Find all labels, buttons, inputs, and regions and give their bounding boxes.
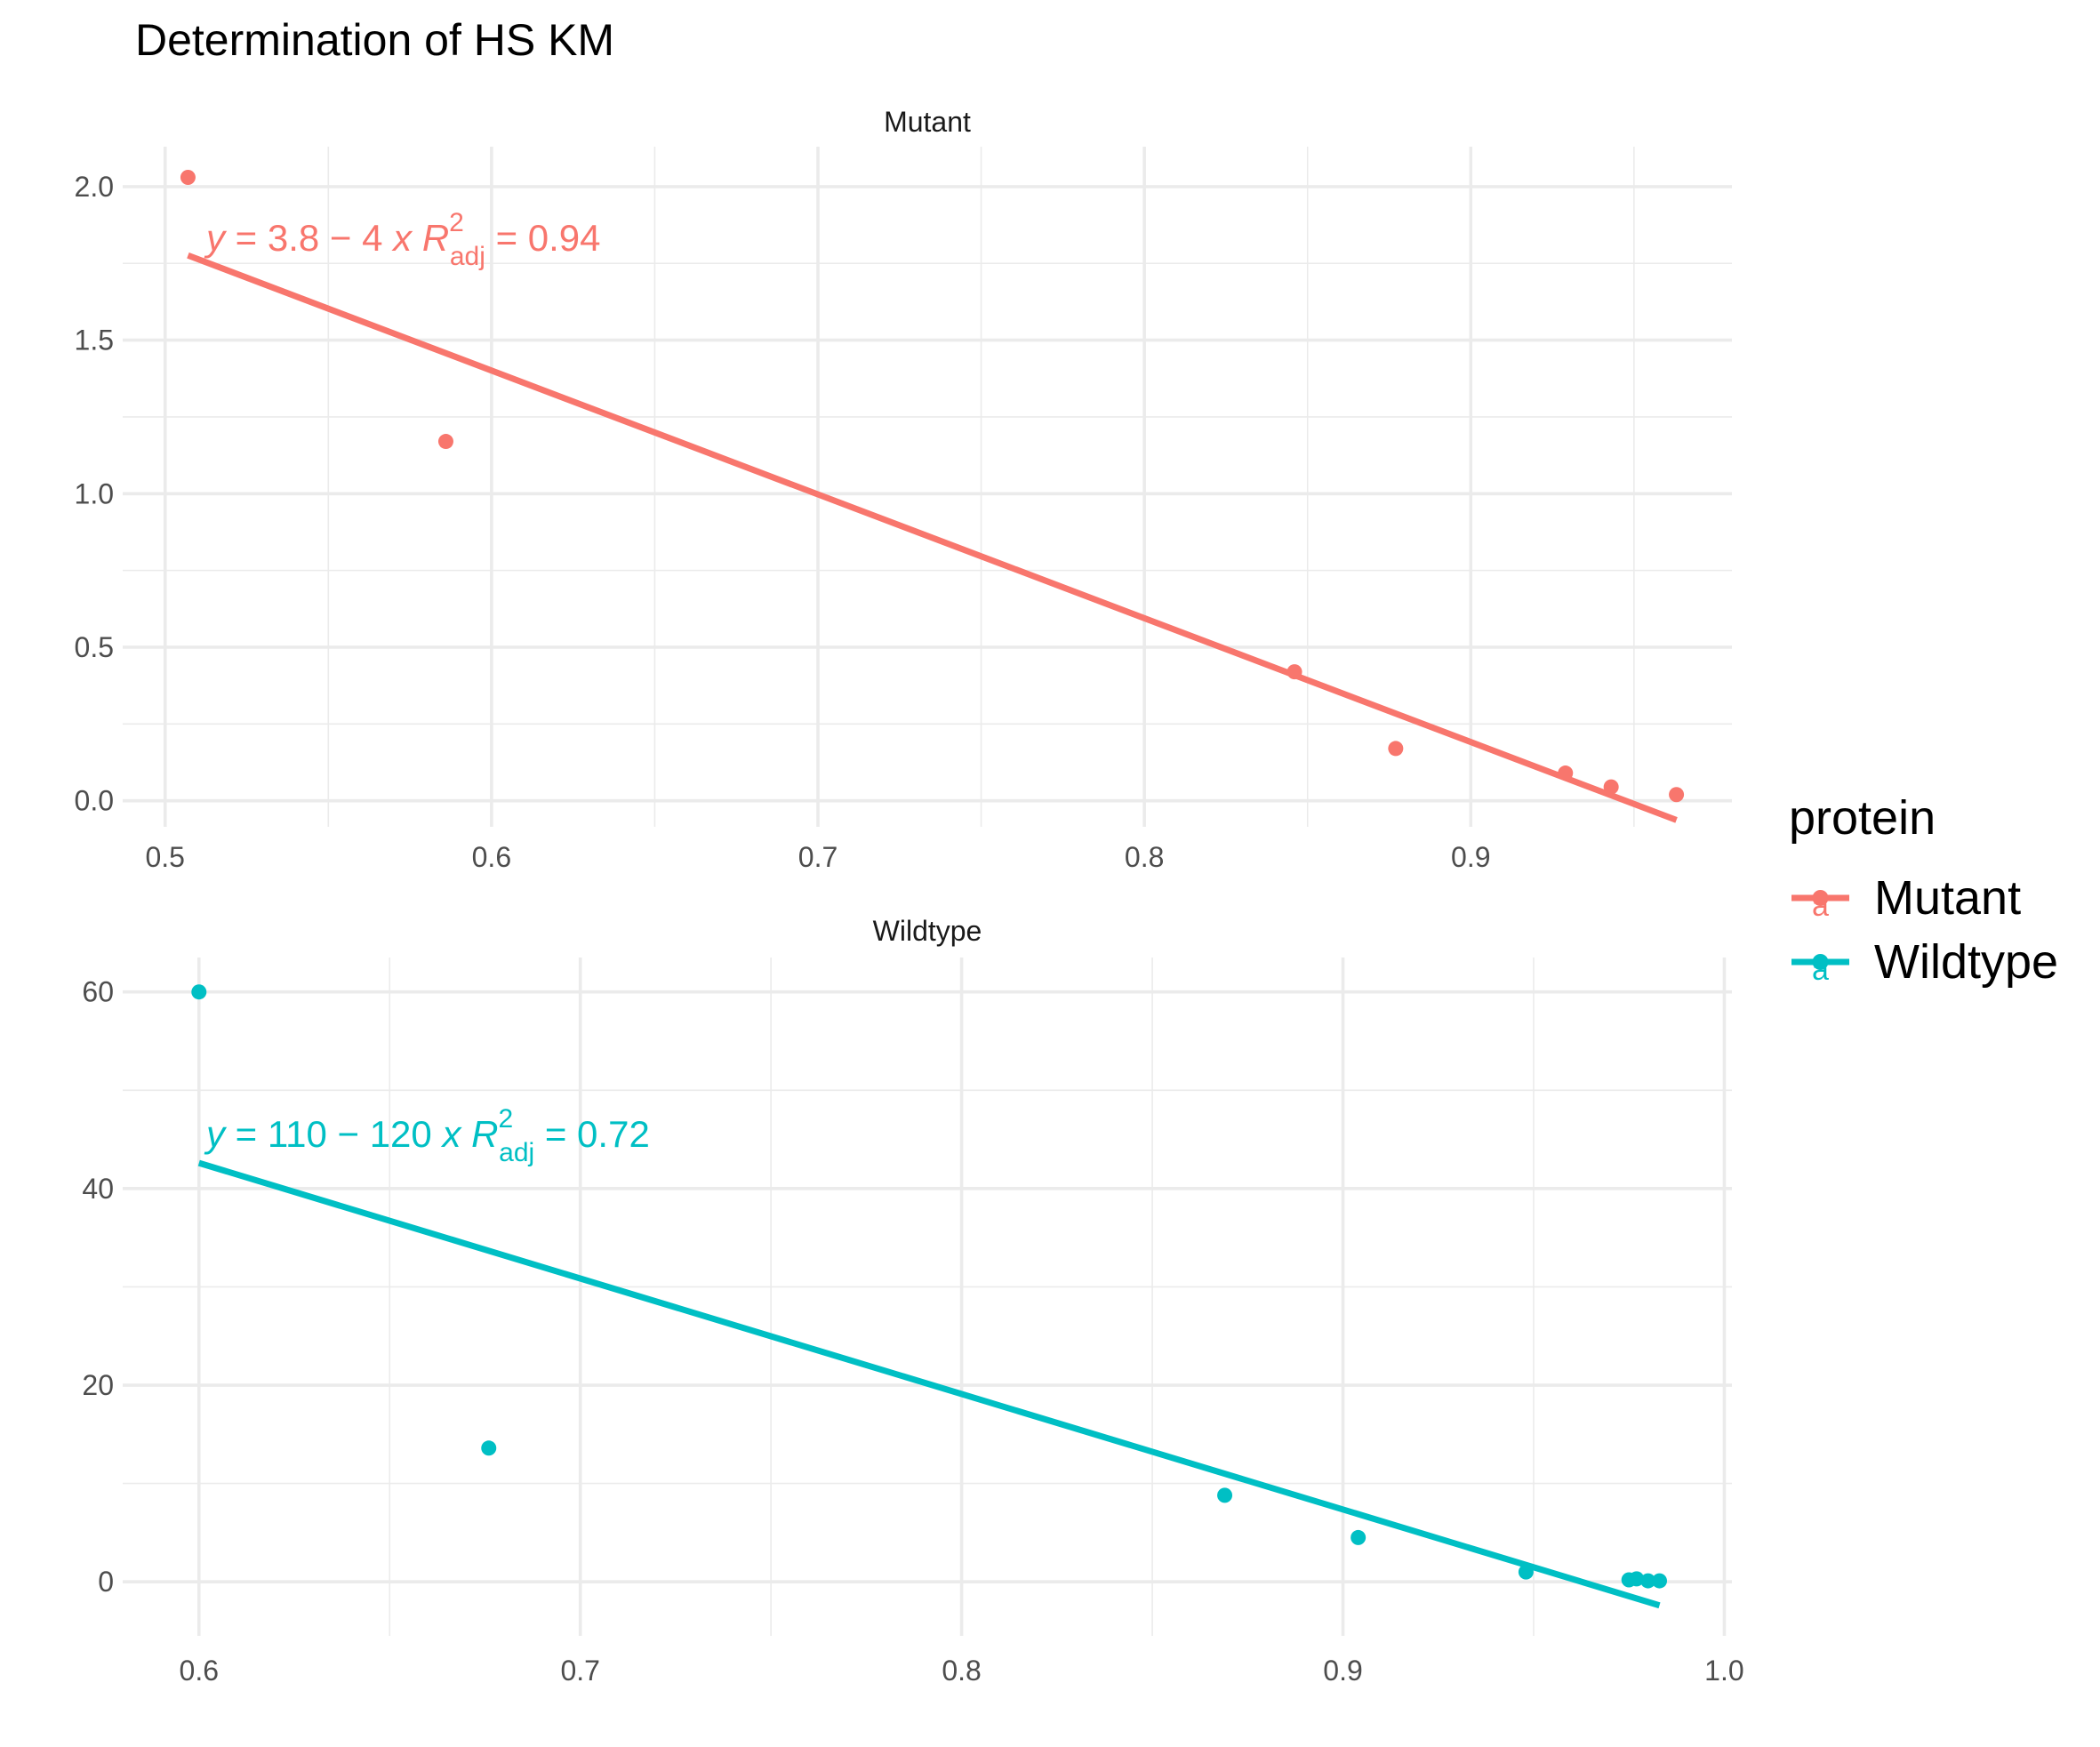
data-point bbox=[1388, 741, 1404, 757]
y-tick-label: 0 bbox=[98, 1566, 114, 1598]
legend-key-point bbox=[1812, 890, 1829, 906]
data-point bbox=[180, 170, 196, 186]
data-point bbox=[1286, 664, 1302, 680]
legend-key-glyph: a bbox=[1812, 889, 1829, 923]
legend-key-point bbox=[1812, 954, 1829, 970]
x-tick-label: 0.6 bbox=[180, 1655, 219, 1687]
data-point bbox=[1640, 1573, 1656, 1589]
regression-line bbox=[197, 1159, 1661, 1609]
panel-wildtype: Wildtype 0.6 0.7 0.8 0.9 1.0 0 20 40 60 y = 110 − … bbox=[82, 915, 1743, 1687]
x-tick-label: 0.7 bbox=[560, 1655, 599, 1687]
panel-mutant: Mutant 0.5 0.6 0.7 0.8 0.9 0.0 0.5 1.0 1.5 2.0 y = … bbox=[75, 106, 1732, 873]
y-tick-label: 20 bbox=[82, 1369, 114, 1401]
x-tick-label: 1.0 bbox=[1704, 1655, 1743, 1687]
data-point bbox=[481, 1440, 497, 1456]
legend-item-wildtype: a Wildtype bbox=[1791, 935, 2058, 989]
data-point bbox=[1217, 1487, 1233, 1503]
data-point bbox=[1669, 787, 1685, 803]
gridlines bbox=[123, 958, 1732, 1636]
data-point bbox=[1629, 1571, 1645, 1587]
panel-strip-label: Wildtype bbox=[873, 915, 982, 947]
x-tick-label: 0.6 bbox=[472, 841, 511, 873]
gridlines bbox=[123, 147, 1732, 827]
y-tick-label: 1.5 bbox=[75, 325, 114, 357]
chart-title: Determination of HS KM bbox=[135, 15, 614, 65]
data-point bbox=[437, 434, 453, 450]
x-tick-label: 0.5 bbox=[145, 841, 184, 873]
regression-equation: y = 3.8 − 4 x R2 adj = 0.94 bbox=[204, 208, 601, 271]
legend-key-glyph: a bbox=[1812, 953, 1829, 987]
legend-item-mutant: a Mutant bbox=[1791, 871, 2021, 925]
data-point bbox=[191, 984, 207, 1000]
data-point bbox=[1351, 1529, 1367, 1545]
x-tick-label: 0.9 bbox=[1451, 841, 1490, 873]
x-tick-label: 0.9 bbox=[1323, 1655, 1362, 1687]
y-tick-label: 2.0 bbox=[75, 171, 114, 203]
y-tick-label: 1.0 bbox=[75, 477, 114, 509]
regression-line bbox=[187, 252, 1678, 823]
regression-equation: y = 110 − 120 x R2 adj = 0.72 bbox=[204, 1104, 650, 1167]
y-tick-label: 60 bbox=[82, 976, 114, 1008]
y-tick-label: 0.5 bbox=[75, 631, 114, 663]
legend: protein a Mutant a Wildtype bbox=[1789, 791, 2058, 989]
x-tick-label: 0.8 bbox=[942, 1655, 981, 1687]
data-point bbox=[1603, 779, 1619, 795]
x-tick-label: 0.7 bbox=[798, 841, 838, 873]
data-point bbox=[1518, 1564, 1534, 1580]
y-tick-label: 0.0 bbox=[75, 785, 114, 817]
y-tick-label: 40 bbox=[82, 1173, 114, 1205]
panel-strip-label: Mutant bbox=[884, 106, 971, 138]
legend-title: protein bbox=[1789, 791, 1936, 845]
x-tick-label: 0.8 bbox=[1125, 841, 1164, 873]
data-point bbox=[1558, 765, 1574, 781]
legend-label: Wildtype bbox=[1874, 935, 2058, 989]
legend-label: Mutant bbox=[1874, 871, 2021, 925]
data-point bbox=[1652, 1573, 1668, 1589]
